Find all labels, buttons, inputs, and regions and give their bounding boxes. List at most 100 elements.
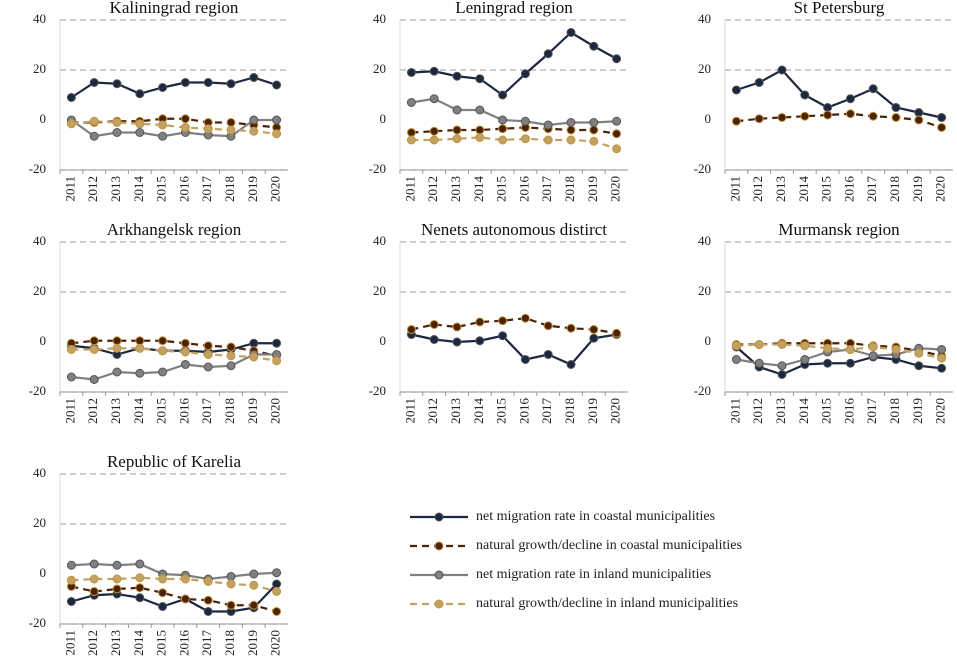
data-point [180,78,190,87]
series-line [71,120,277,135]
y-tick-label: -20 [694,383,711,398]
data-point [612,129,622,139]
x-tick-label: 2016 [176,630,191,657]
data-point [180,574,190,584]
y-tick-label: 40 [698,11,711,26]
data-point [731,85,741,95]
x-tick-label: 2011 [62,398,77,424]
data-point [937,353,947,363]
x-tick-label: 2016 [841,398,856,425]
legend-marker [434,541,444,551]
legend-label: natural growth/decline in inland municip… [476,596,738,611]
data-point [777,113,787,122]
x-tick-label: 2012 [85,630,100,656]
data-point [135,343,145,353]
data-point [612,116,622,126]
x-tick-label: 2018 [887,398,902,424]
data-point [135,573,145,583]
x-tick-label: 2015 [819,176,834,202]
data-point [203,124,213,134]
y-tick-label: 20 [698,61,711,76]
panel: -20 0 20 40 2011 2012 2013 2014 2015 2016 2017 2018… [29,465,288,656]
series-line [70,76,277,99]
y-tick-label: 40 [33,233,46,248]
x-tick-label: 2014 [471,398,486,425]
data-point [406,98,416,107]
x-tick-label: 2018 [222,398,237,424]
series-line [736,343,942,360]
x-tick-label: 2017 [199,176,214,203]
y-tick-label: 40 [33,11,46,26]
data-point [937,345,947,354]
data-point [66,372,76,382]
x-tick-label: 2015 [154,398,169,424]
x-tick-label: 2011 [62,630,77,656]
data-point [475,105,485,115]
series-line [71,347,277,362]
data-point [452,134,462,144]
series-line [411,317,617,335]
x-tick-label: 2012 [85,398,100,424]
x-tick-label: 2020 [268,398,283,424]
data-point [429,335,439,344]
data-point [429,135,439,145]
data-point [226,579,236,589]
y-tick-label: 0 [40,111,47,126]
y-tick-label: 20 [373,283,386,298]
data-point [731,355,741,364]
data-point [612,144,622,154]
x-tick-label: 2011 [402,176,417,202]
x-tick-label: 2019 [245,398,260,424]
data-point [914,348,924,358]
data-point [937,113,947,122]
y-tick-label: 20 [33,61,46,76]
data-point [272,115,282,125]
data-point [112,128,122,137]
data-point [731,116,741,126]
data-point [180,338,190,348]
data-point [520,355,530,364]
data-point [272,80,282,90]
data-point [429,66,439,76]
data-point [158,120,168,130]
panel-title: Nenets autonomous distirct [420,220,608,239]
y-tick-label: 0 [380,333,387,348]
series-line [71,562,277,581]
x-tick-label: 2013 [448,398,463,424]
data-point [112,584,122,594]
data-point [135,559,145,569]
x-tick-label: 2013 [108,398,123,424]
data-point [249,580,259,590]
data-point [66,560,76,570]
panel: -20 0 20 40 2011 2012 2013 2014 2015 2016 2017 2018… [29,233,288,424]
x-tick-label: 2013 [448,176,463,202]
data-point [135,593,145,603]
y-tick-label: -20 [29,383,46,398]
data-point [112,336,122,346]
data-point [520,134,530,144]
data-point [180,594,190,604]
series-line [71,576,277,593]
x-tick-label: 2012 [425,176,440,202]
series-line [736,342,942,357]
data-point [937,123,947,132]
x-tick-label: 2015 [154,176,169,202]
data-point [498,90,508,100]
data-point [203,362,213,372]
x-tick-label: 2017 [199,398,214,425]
panel: -20 0 20 40 2011 2012 2013 2014 2015 2016 2017 2018… [694,233,953,424]
data-point [754,114,764,124]
data-point [475,125,485,135]
data-point [777,370,787,379]
y-tick-label: 40 [698,233,711,248]
data-point [937,363,947,373]
data-point [731,341,741,351]
data-point [158,336,168,346]
data-point [566,28,576,37]
x-tick-label: 2012 [425,398,440,424]
data-point [498,316,508,326]
data-point [823,343,833,353]
data-point [249,600,259,610]
data-point [89,131,99,141]
